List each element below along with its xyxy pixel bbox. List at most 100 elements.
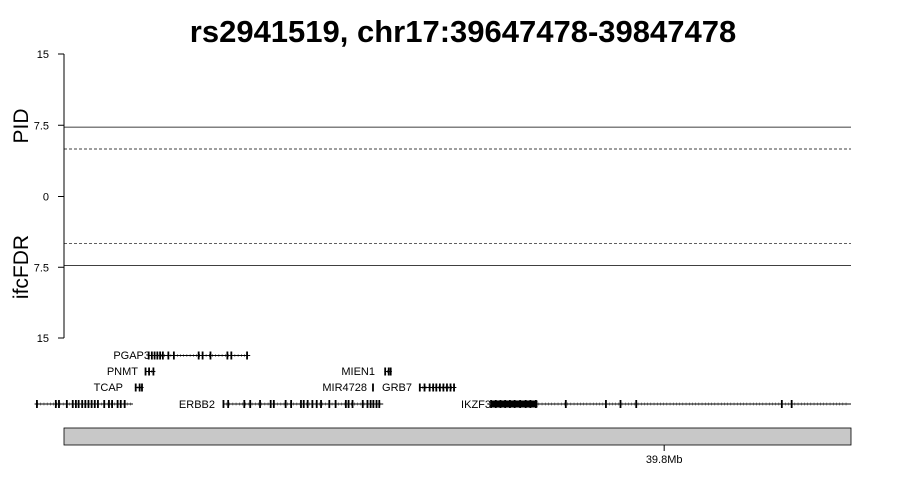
exon xyxy=(71,400,74,408)
exon xyxy=(438,383,441,392)
exon xyxy=(159,351,162,360)
exon xyxy=(442,383,445,392)
exon xyxy=(111,400,113,408)
gene-track: PGAP3 PNMT TCAP ERBB2 MIEN1 MIR4728 GRB7 IKZF3 xyxy=(34,350,851,411)
exon xyxy=(302,400,305,408)
exon xyxy=(351,400,354,408)
gene-erbb2: ERBB2 xyxy=(179,399,384,411)
exon xyxy=(384,367,387,376)
exon xyxy=(167,351,170,360)
exon xyxy=(77,400,80,408)
exon xyxy=(58,400,60,408)
exon xyxy=(134,383,137,392)
gene-unlabeled xyxy=(34,400,133,408)
exon xyxy=(432,383,435,392)
exon xyxy=(243,400,246,408)
exon xyxy=(161,351,164,360)
exon xyxy=(227,400,230,408)
exon xyxy=(93,400,96,408)
exon xyxy=(361,400,364,408)
exon xyxy=(54,400,57,408)
exon xyxy=(36,400,38,408)
exon xyxy=(116,400,119,408)
y-tick-label: 15 xyxy=(37,49,49,61)
exon xyxy=(446,383,448,392)
exon xyxy=(144,367,147,376)
exon xyxy=(172,351,175,360)
exon xyxy=(147,351,150,360)
exon xyxy=(74,400,77,408)
exon xyxy=(366,400,369,408)
exon xyxy=(209,351,212,360)
exon xyxy=(119,400,122,408)
exon xyxy=(141,383,143,392)
exon xyxy=(315,400,318,408)
exon xyxy=(290,400,293,408)
exon xyxy=(780,400,783,408)
exon-block xyxy=(491,400,538,408)
exon xyxy=(81,400,84,408)
exon xyxy=(249,400,252,408)
y-tick-label: 7.5 xyxy=(34,120,49,132)
exon xyxy=(428,383,431,392)
exon xyxy=(347,400,350,408)
exon xyxy=(108,400,110,408)
exon xyxy=(197,351,200,360)
exon xyxy=(344,400,347,408)
exon xyxy=(328,400,331,408)
exon xyxy=(230,351,233,360)
exon xyxy=(148,367,150,376)
gene-label: ERBB2 xyxy=(179,399,215,411)
exon xyxy=(226,351,229,360)
exon xyxy=(418,383,421,392)
exon xyxy=(449,383,452,392)
exon xyxy=(222,400,225,408)
x-tick-label: 39.8Mb xyxy=(646,454,683,466)
y-axis-label-pid: PID xyxy=(10,108,33,143)
gene-label: GRB7 xyxy=(382,382,412,394)
y-tick-label: 15 xyxy=(37,333,49,345)
gene-label: MIR4728 xyxy=(322,382,367,394)
gene-ikzf3: IKZF3 xyxy=(461,399,851,411)
exon xyxy=(372,383,374,392)
exon xyxy=(87,400,90,408)
gene-pgap3: PGAP3 xyxy=(113,350,251,362)
chart-title: rs2941519, chr17:39647478-39847478 xyxy=(190,14,736,49)
gene-mien1: MIEN1 xyxy=(341,366,392,378)
exon xyxy=(123,400,126,408)
exon xyxy=(300,400,302,408)
exon xyxy=(201,351,204,360)
exon xyxy=(259,400,261,408)
exon xyxy=(311,400,314,408)
exon xyxy=(372,400,375,408)
gene-label: TCAP xyxy=(94,382,123,394)
exon xyxy=(153,351,156,360)
exon xyxy=(156,351,159,360)
exon xyxy=(320,400,322,408)
exon xyxy=(619,400,622,408)
gene-pnmt: PNMT xyxy=(107,366,156,378)
exon xyxy=(790,400,793,408)
exon xyxy=(435,383,438,392)
exon xyxy=(284,400,287,408)
exon xyxy=(453,383,455,392)
exon xyxy=(138,383,141,392)
gene-label: PNMT xyxy=(107,366,138,378)
exon xyxy=(90,400,93,408)
exon xyxy=(103,400,106,408)
exon xyxy=(387,367,390,376)
exon xyxy=(65,400,68,408)
exon xyxy=(605,400,607,408)
gene-mir4728: MIR4728 xyxy=(322,382,374,394)
exon xyxy=(269,400,272,408)
y-axis-label-ifcfdr: ifcFDR xyxy=(10,235,33,299)
chromosome-ideogram xyxy=(63,427,852,446)
exon xyxy=(246,351,248,360)
gene-label: IKZF3 xyxy=(461,399,491,411)
ideogram-layer: 39.8Mb xyxy=(63,427,852,466)
exon xyxy=(389,367,392,376)
y-tick-label: 7.5 xyxy=(34,262,49,274)
exon xyxy=(564,400,567,408)
exon xyxy=(635,400,638,408)
threshold-layer xyxy=(64,126,851,266)
